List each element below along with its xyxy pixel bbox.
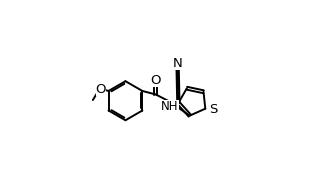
Text: O: O — [95, 83, 106, 96]
Text: N: N — [173, 57, 182, 70]
Text: O: O — [151, 74, 161, 86]
Text: NH: NH — [161, 100, 179, 113]
Text: S: S — [209, 103, 217, 116]
